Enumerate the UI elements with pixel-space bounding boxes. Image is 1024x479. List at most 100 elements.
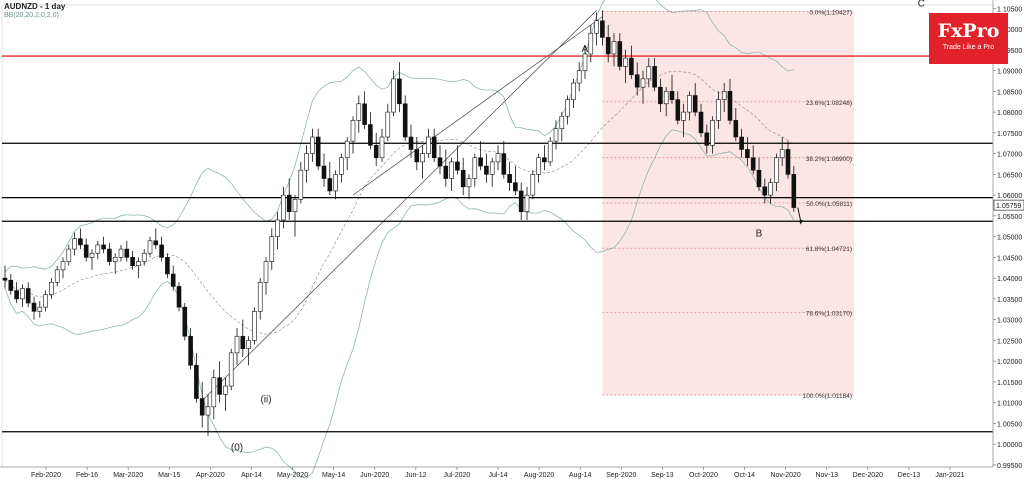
time-tick-label: Apr-2020 <box>196 472 225 479</box>
wave-label-0: (0) <box>231 442 243 453</box>
candle-body <box>507 174 512 183</box>
time-tick-label: Aug-2020 <box>524 472 554 479</box>
candle-body <box>779 149 785 159</box>
candle-body <box>281 194 286 221</box>
candle-body <box>756 169 762 188</box>
price-tick-label: 1.00500 <box>997 421 1022 428</box>
fib-label-1: 23.6%(1.08248) <box>806 100 852 107</box>
price-tick-label: 1.04500 <box>997 255 1022 262</box>
candle-body <box>663 91 669 105</box>
candle-body <box>710 120 715 146</box>
candle-body <box>141 252 147 262</box>
time-tick-label: Sep-2020 <box>606 472 636 479</box>
candle-body <box>194 365 199 399</box>
trendline-lower <box>201 10 597 401</box>
candle-body <box>263 261 269 283</box>
time-tick-label: Oct-2020 <box>689 472 718 479</box>
candle-body <box>8 279 14 291</box>
candle-body <box>339 157 344 175</box>
logo-tagline: Trade Like a Pro <box>942 44 995 51</box>
price-tick-label: 1.06500 <box>997 172 1022 179</box>
price-tick-label: 1.00000 <box>997 442 1022 449</box>
price-tick-label: 1.10500 <box>997 6 1022 13</box>
fxpro-logo: FxPro Trade Like a Pro <box>929 13 1008 64</box>
candle-body <box>576 70 582 84</box>
price-tick-label: 1.02000 <box>997 359 1022 366</box>
time-axis: Feb-2020 Feb-16 Mar-2020 Mar-15 Apr-2020 Apr-… <box>0 466 993 479</box>
candle-body <box>20 288 25 300</box>
time-tick-label: May-2020 <box>277 472 308 479</box>
candle-body <box>147 240 153 254</box>
candle-body <box>333 174 338 192</box>
fib-label-2: 38.2%(1.06900) <box>806 156 852 163</box>
candle-body <box>750 157 756 171</box>
candle-body <box>136 261 141 266</box>
candle-body <box>362 103 367 125</box>
candle-body <box>524 194 530 213</box>
time-tick-label: Oct-14 <box>734 472 755 479</box>
candle-body <box>669 91 675 100</box>
candle-body <box>634 74 640 88</box>
candle-body <box>199 398 205 416</box>
candle-body <box>791 174 797 208</box>
time-tick-label: Feb-16 <box>76 472 98 479</box>
candle-body <box>623 57 628 67</box>
candle-body <box>605 37 611 55</box>
candle-body <box>530 174 536 196</box>
candle-body <box>692 95 698 113</box>
projection-arrowhead <box>798 219 803 225</box>
candle-body <box>228 352 234 387</box>
candle-body <box>582 53 588 71</box>
candle-body <box>188 335 193 366</box>
current-price-label: 1.05759 <box>996 203 1021 210</box>
fib-label-4: 61.8%(1.04721) <box>806 246 852 253</box>
wave-labels: (0)(ii)ABCBAC(B)iii <box>231 0 925 453</box>
candle-body <box>240 335 246 349</box>
candle-body <box>269 236 275 262</box>
candle-body <box>211 377 217 408</box>
candle-body <box>373 145 379 159</box>
candle-body <box>14 290 19 300</box>
price-tick-label: 1.07000 <box>997 152 1022 159</box>
candle-body <box>449 161 454 179</box>
candle-body <box>721 91 727 100</box>
candle-body <box>286 194 292 213</box>
fibonacci-levels: 0.0%(1.10427) 23.6%(1.08248) 38.2%(1.06900… <box>602 9 854 400</box>
candle-body <box>518 190 524 213</box>
candle-body <box>414 149 420 163</box>
candle-body <box>124 248 130 258</box>
candle-body <box>182 306 188 337</box>
candle-body <box>89 252 95 258</box>
wave-label-1: (ii) <box>260 395 271 406</box>
candle-body <box>223 385 228 395</box>
price-tick-label: 1.01500 <box>997 380 1022 387</box>
candle-body <box>513 182 518 192</box>
candle-body <box>716 99 721 121</box>
candle-body <box>704 132 710 146</box>
time-tick-label: Jun-12 <box>405 472 427 479</box>
candle-body <box>66 248 72 262</box>
candle-body <box>368 124 373 146</box>
candle-body <box>112 257 118 262</box>
candle-body <box>559 115 565 129</box>
price-tick-label: 1.01000 <box>997 401 1022 408</box>
candle-body <box>426 136 431 154</box>
bollinger-mid <box>4 70 794 335</box>
symbol-title: AUDNZD - 1 day <box>4 2 66 11</box>
wave-label-2: A <box>582 44 589 55</box>
candle-body <box>727 91 733 121</box>
time-tick-label: Apr-14 <box>241 472 262 479</box>
trendline-upper <box>352 16 603 196</box>
candle-body <box>472 157 478 179</box>
candle-body <box>83 244 89 258</box>
candle-body <box>315 136 321 167</box>
candle-body <box>501 153 507 175</box>
wave-label-3: B <box>756 229 763 240</box>
candle-body <box>553 128 559 142</box>
price-tick-label: 1.08000 <box>997 110 1022 117</box>
candle-body <box>733 120 739 138</box>
candle-body <box>31 302 37 312</box>
candle-body <box>350 120 356 142</box>
time-tick-label: Sep-13 <box>651 472 674 479</box>
